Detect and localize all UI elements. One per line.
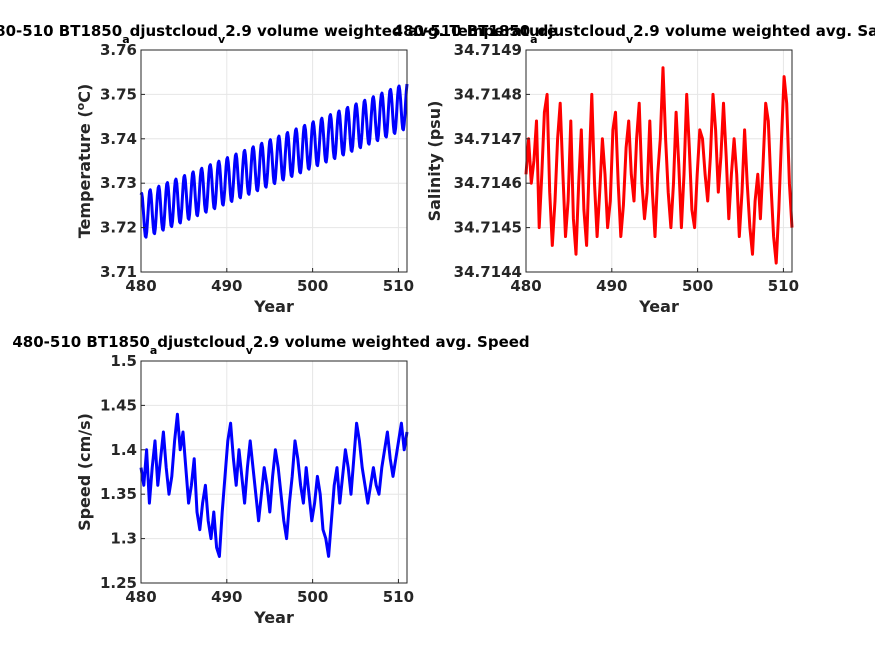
y-axis-label: Speed (cm/s) [75, 413, 94, 531]
x-tick-label: 490 [211, 277, 242, 295]
speed-panel: 480-510 BT1850adjustcloudv2.9 volume wei… [12, 333, 529, 627]
panel-title: 480-510 BT1850adjustcloudv2.9 volume wei… [12, 333, 529, 357]
y-tick-label: 34.7145 [454, 219, 522, 237]
x-tick-label: 490 [596, 277, 627, 295]
y-tick-label: 34.7149 [454, 41, 522, 59]
x-tick-label: 490 [211, 588, 242, 606]
x-tick-label: 510 [768, 277, 799, 295]
series-line [139, 412, 409, 558]
panel-title: 480-510 BT1850adjustcloudv2.9 volume wei… [0, 22, 557, 46]
y-tick-label: 1.25 [100, 574, 137, 592]
salinity-panel: 480-510 BT1850adjustcloudv2.9 volume wei… [393, 22, 875, 316]
x-tick-label: 480 [125, 588, 156, 606]
y-tick-label: 34.7148 [454, 85, 522, 103]
y-tick-label: 1.5 [110, 352, 137, 370]
x-axis-label: Year [638, 297, 679, 316]
x-tick-label: 510 [383, 277, 414, 295]
x-axis-label: Year [253, 297, 294, 316]
x-axis-label: Year [253, 608, 294, 627]
panel-title: 480-510 BT1850adjustcloudv2.9 volume wei… [393, 22, 875, 46]
y-tick-label: 3.71 [100, 263, 137, 281]
y-axis-label: Salinity (psu) [425, 101, 444, 222]
y-tick-label: 34.7146 [454, 174, 522, 192]
y-tick-label: 34.7147 [454, 130, 522, 148]
x-tick-label: 500 [682, 277, 713, 295]
y-tick-label: 1.45 [100, 396, 137, 414]
temperature-panel: 480-510 BT1850adjustcloudv2.9 volume wei… [0, 22, 557, 316]
x-tick-label: 500 [297, 588, 328, 606]
y-tick-label: 1.4 [110, 441, 137, 459]
x-tick-label: 500 [297, 277, 328, 295]
plot-frame [140, 360, 408, 584]
y-tick-label: 1.35 [100, 485, 137, 503]
plot-frame [525, 49, 793, 273]
x-tick-label: 480 [125, 277, 156, 295]
plot-frame [140, 49, 408, 273]
x-tick-label: 480 [510, 277, 541, 295]
series-line [524, 66, 794, 265]
y-tick-label: 3.76 [100, 41, 137, 59]
y-tick-label: 1.3 [110, 530, 137, 548]
y-tick-label: 3.74 [100, 130, 137, 148]
y-tick-label: 3.73 [100, 174, 137, 192]
x-tick-label: 510 [383, 588, 414, 606]
series-line [139, 83, 409, 239]
y-tick-label: 34.7144 [454, 263, 522, 281]
y-axis-label: Temperature (oC) [74, 84, 94, 239]
y-tick-label: 3.75 [100, 85, 137, 103]
y-tick-label: 3.72 [100, 219, 137, 237]
